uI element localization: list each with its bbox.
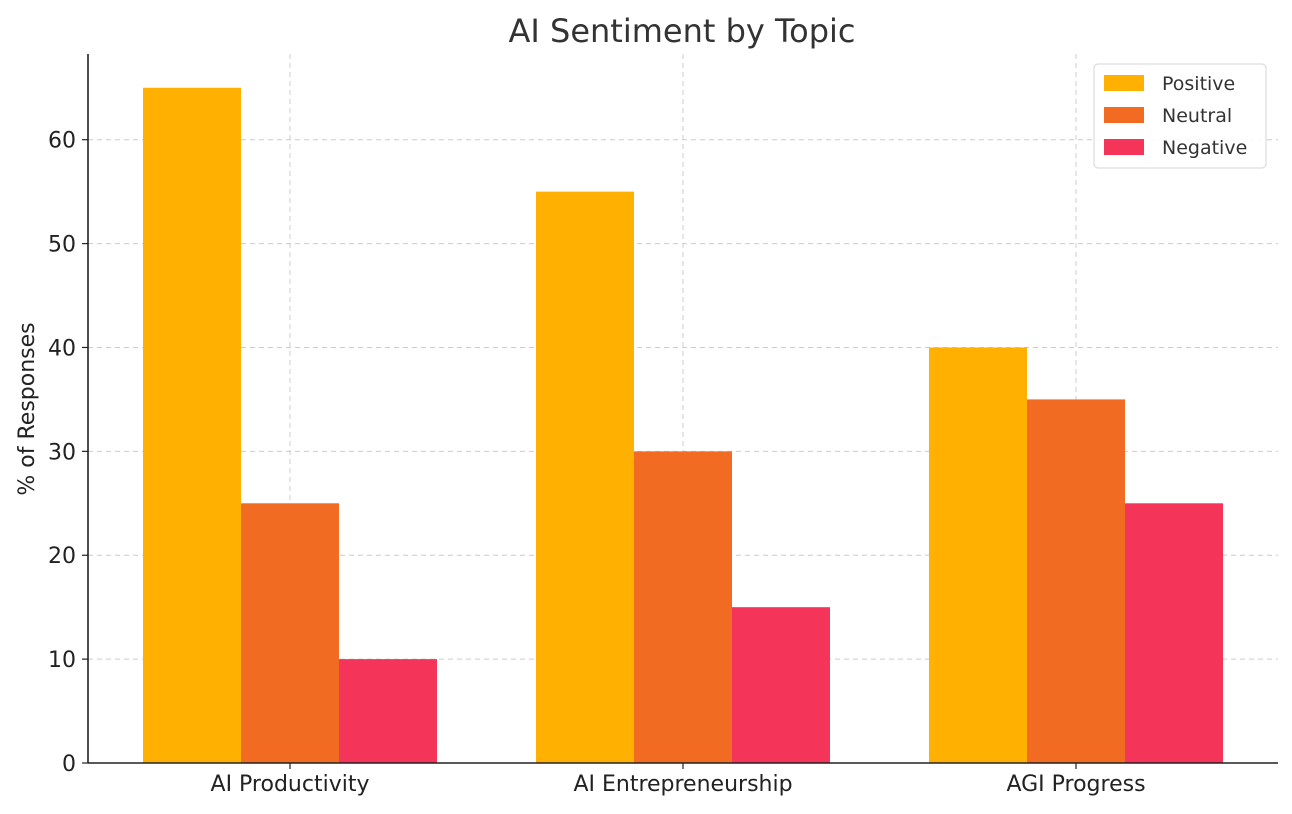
axes bbox=[82, 54, 1278, 769]
bar-positive-3 bbox=[929, 347, 1027, 763]
bar-negative-1 bbox=[339, 659, 437, 763]
legend-label-positive: Positive bbox=[1162, 73, 1235, 95]
x-tick-label: AI Entrepreneurship bbox=[573, 772, 792, 797]
bar-neutral-1 bbox=[241, 503, 339, 763]
y-tick-label: 30 bbox=[48, 440, 76, 465]
y-tick-label: 60 bbox=[48, 129, 76, 154]
y-axis-label: % of Responses bbox=[15, 322, 40, 495]
bar-positive-1 bbox=[143, 87, 241, 763]
y-tick-label: 40 bbox=[48, 336, 76, 361]
chart-title: AI Sentiment by Topic bbox=[509, 12, 856, 50]
bar-positive-2 bbox=[536, 191, 634, 764]
bar-neutral-3 bbox=[1027, 399, 1125, 763]
x-tick-label: AI Productivity bbox=[211, 772, 370, 797]
x-tick-label: AGI Progress bbox=[1006, 772, 1145, 797]
legend-swatch-negative bbox=[1104, 139, 1144, 155]
legend-swatch-neutral bbox=[1104, 107, 1144, 123]
y-tick-label: 50 bbox=[48, 233, 76, 258]
legend-label-neutral: Neutral bbox=[1162, 105, 1232, 127]
bar-negative-3 bbox=[1125, 503, 1223, 763]
y-tick-label: 10 bbox=[48, 648, 76, 673]
legend-swatch-positive bbox=[1104, 75, 1144, 91]
tick-labels: 0 10 20 30 40 50 60 AI Productivity AI Entrepren… bbox=[48, 129, 1146, 797]
bar-neutral-2 bbox=[634, 451, 732, 763]
bars bbox=[143, 87, 1223, 764]
y-tick-label: 0 bbox=[62, 752, 76, 777]
y-tick-label: 20 bbox=[48, 544, 76, 569]
legend: Positive Neutral Negative bbox=[1093, 63, 1267, 169]
bar-negative-2 bbox=[732, 607, 830, 763]
legend-label-negative: Negative bbox=[1162, 137, 1247, 159]
